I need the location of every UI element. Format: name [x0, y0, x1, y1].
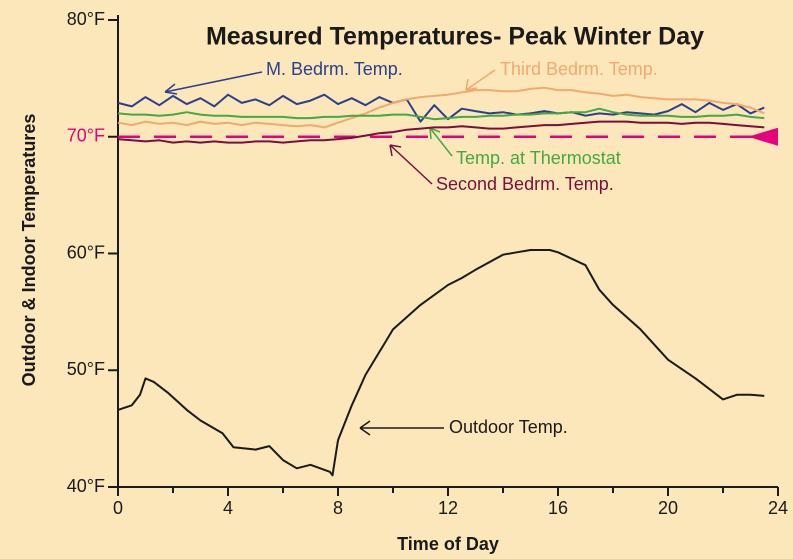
reference-arrow	[748, 127, 778, 146]
series-label: Second Bedrm. Temp.	[436, 174, 614, 194]
chart-title: Measured Temperatures- Peak Winter Day	[206, 23, 704, 51]
x-tick-label: 0	[113, 498, 123, 518]
series-label: Third Bedrm. Temp.	[500, 59, 658, 79]
x-tick-label: 12	[438, 498, 458, 518]
arrow	[359, 420, 444, 436]
x-tick-label: 8	[333, 498, 343, 518]
series-line	[117, 120, 765, 144]
y-tick-label: 40°F	[67, 476, 105, 496]
arrow	[429, 127, 453, 157]
series-label: Outdoor Temp.	[449, 417, 568, 437]
y-tick-label: 80°F	[67, 9, 105, 29]
annotation-arrows	[164, 69, 496, 436]
arrow	[164, 71, 263, 95]
series-line	[117, 249, 765, 477]
arrow	[465, 69, 496, 91]
series-line	[117, 107, 765, 121]
y-tick-label: 60°F	[67, 242, 105, 262]
series-label: M. Bedrm. Temp.	[266, 59, 403, 79]
y-tick-label: 70°F	[67, 126, 105, 146]
x-tick-label: 4	[223, 498, 233, 518]
x-tick-label: 24	[768, 498, 788, 518]
arrow	[389, 144, 433, 185]
x-axis-label: Time of Day	[397, 534, 499, 554]
y-axis-label: Outdoor & Indoor Temperatures	[19, 114, 39, 387]
series-line	[117, 86, 765, 129]
x-tick-label: 16	[548, 498, 568, 518]
series-line	[117, 93, 765, 123]
x-tick-label: 20	[658, 498, 678, 518]
series-label: Temp. at Thermostat	[456, 148, 621, 168]
y-tick-label: 50°F	[67, 359, 105, 379]
